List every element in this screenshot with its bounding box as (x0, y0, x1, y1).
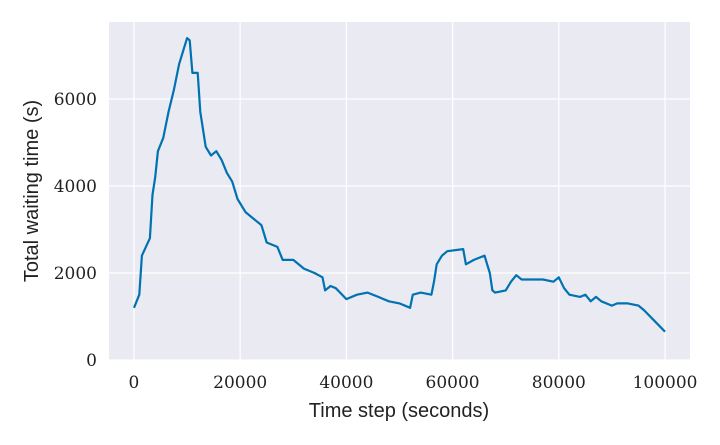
y-tick-label: 2000 (54, 264, 97, 284)
x-tick-label: 40000 (319, 373, 373, 393)
x-tick-label: 100000 (633, 373, 698, 393)
y-axis-label: Total waiting time (s) (21, 100, 43, 282)
x-axis-label: Time step (seconds) (309, 400, 489, 422)
data-line (132, 37, 666, 333)
y-tick-label: 6000 (54, 90, 97, 110)
y-tick-label: 0 (86, 351, 97, 371)
y-tick-label: 4000 (54, 177, 97, 197)
x-tick-label: 0 (129, 373, 140, 393)
x-tick-label: 20000 (213, 373, 267, 393)
x-tick-label: 80000 (532, 373, 586, 393)
x-tick-label: 60000 (426, 373, 480, 393)
